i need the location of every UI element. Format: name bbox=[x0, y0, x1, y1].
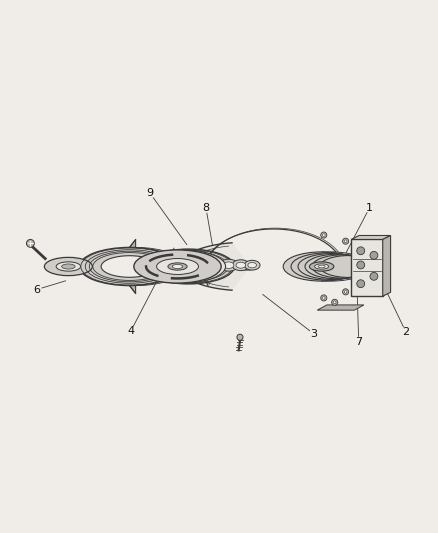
Ellipse shape bbox=[283, 252, 360, 281]
Ellipse shape bbox=[44, 257, 92, 276]
Ellipse shape bbox=[138, 250, 226, 283]
Ellipse shape bbox=[298, 254, 366, 279]
Circle shape bbox=[343, 238, 349, 244]
Circle shape bbox=[344, 290, 347, 293]
Text: 1: 1 bbox=[366, 203, 373, 213]
Polygon shape bbox=[130, 239, 136, 294]
Circle shape bbox=[26, 239, 34, 247]
Ellipse shape bbox=[312, 255, 373, 278]
Circle shape bbox=[370, 272, 378, 280]
Ellipse shape bbox=[143, 249, 234, 284]
Ellipse shape bbox=[182, 264, 195, 269]
Ellipse shape bbox=[232, 260, 250, 271]
Ellipse shape bbox=[314, 264, 328, 269]
Circle shape bbox=[321, 295, 327, 301]
Text: 2: 2 bbox=[403, 327, 410, 337]
Text: 6: 6 bbox=[33, 285, 40, 295]
Ellipse shape bbox=[318, 265, 325, 268]
Ellipse shape bbox=[244, 260, 260, 270]
Ellipse shape bbox=[320, 255, 378, 278]
Ellipse shape bbox=[291, 253, 363, 280]
Circle shape bbox=[322, 234, 325, 236]
Ellipse shape bbox=[176, 262, 201, 271]
Circle shape bbox=[233, 262, 238, 268]
Circle shape bbox=[332, 299, 338, 305]
Ellipse shape bbox=[156, 259, 198, 274]
Circle shape bbox=[333, 301, 336, 304]
Circle shape bbox=[322, 297, 325, 299]
Text: 8: 8 bbox=[202, 203, 209, 213]
Polygon shape bbox=[180, 243, 251, 290]
Ellipse shape bbox=[134, 250, 221, 283]
Ellipse shape bbox=[101, 256, 158, 277]
Text: 9: 9 bbox=[146, 188, 154, 198]
Circle shape bbox=[344, 240, 347, 243]
Bar bbox=[351, 239, 383, 296]
Ellipse shape bbox=[236, 262, 246, 268]
Circle shape bbox=[237, 334, 243, 340]
Ellipse shape bbox=[208, 262, 221, 269]
Ellipse shape bbox=[238, 263, 257, 270]
Ellipse shape bbox=[168, 263, 187, 270]
Circle shape bbox=[357, 280, 365, 288]
Ellipse shape bbox=[172, 264, 183, 269]
Polygon shape bbox=[383, 236, 391, 296]
Polygon shape bbox=[317, 305, 364, 310]
Text: 4: 4 bbox=[127, 326, 134, 336]
Text: 3: 3 bbox=[311, 329, 318, 339]
Ellipse shape bbox=[62, 264, 75, 269]
Circle shape bbox=[357, 261, 365, 269]
Text: 7: 7 bbox=[355, 337, 362, 347]
Ellipse shape bbox=[248, 263, 257, 268]
Circle shape bbox=[321, 232, 327, 238]
Polygon shape bbox=[351, 236, 391, 239]
Ellipse shape bbox=[204, 259, 226, 272]
Ellipse shape bbox=[56, 262, 81, 271]
Circle shape bbox=[343, 289, 349, 295]
Ellipse shape bbox=[309, 262, 334, 271]
Circle shape bbox=[357, 247, 365, 255]
Ellipse shape bbox=[223, 262, 234, 269]
Circle shape bbox=[370, 252, 378, 259]
Ellipse shape bbox=[164, 257, 212, 276]
Ellipse shape bbox=[293, 252, 370, 281]
Ellipse shape bbox=[219, 259, 238, 271]
Ellipse shape bbox=[79, 247, 180, 286]
Ellipse shape bbox=[305, 254, 370, 279]
